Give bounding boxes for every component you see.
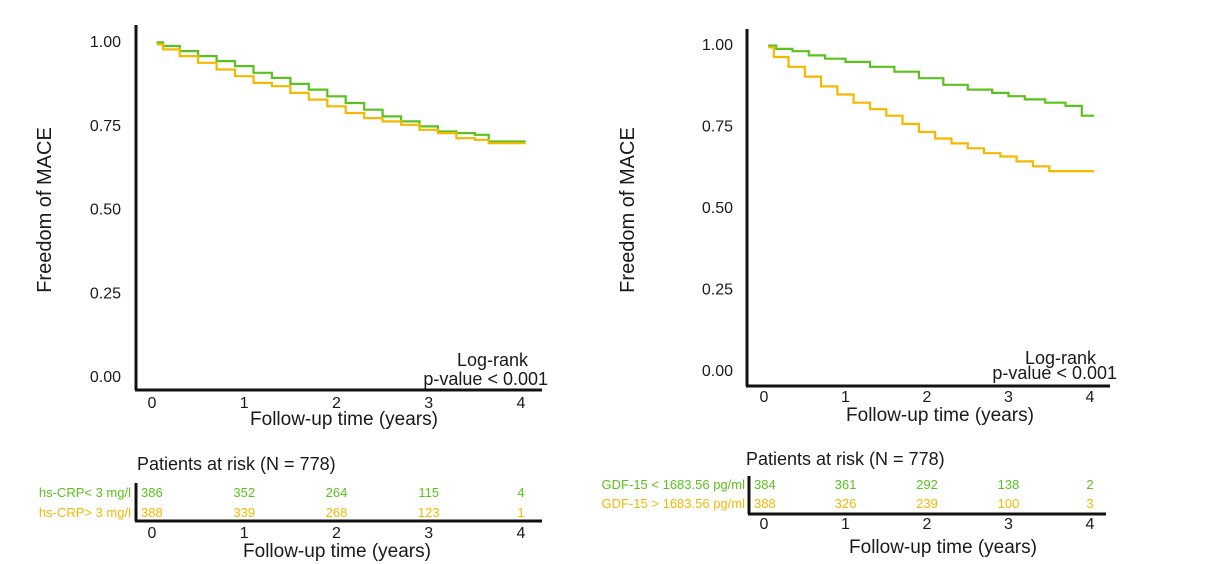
risk-x-tick-label: 3 — [424, 525, 433, 542]
logrank-label: Log-rank — [457, 350, 529, 370]
risk-table-title: Patients at risk (N = 778) — [137, 454, 336, 474]
risk-count: 292 — [916, 477, 938, 492]
x-axis-label: Follow-up time (years) — [250, 409, 438, 430]
risk-group-label: hs-CRP> 3 mg/l — [39, 505, 131, 520]
risk-count: 2 — [1086, 477, 1093, 492]
y-tick-label: 1.00 — [90, 34, 121, 51]
risk-count: 239 — [916, 496, 938, 511]
x-tick-label: 1 — [240, 395, 249, 412]
y-axis-label: Freedom of MACE — [34, 127, 56, 293]
risk-x-tick-label: 0 — [760, 516, 769, 533]
x-tick-label: 2 — [923, 389, 932, 406]
risk-x-tick-label: 4 — [1086, 516, 1095, 533]
risk-count: 123 — [418, 505, 440, 520]
risk-count: 1 — [517, 505, 524, 520]
risk-count: 386 — [141, 485, 163, 500]
risk-x-tick-label: 4 — [517, 525, 526, 542]
risk-table-title: Patients at risk (N = 778) — [746, 449, 945, 469]
y-axis-label: Freedom of MACE — [617, 127, 639, 293]
y-tick-label: 0.25 — [90, 285, 121, 302]
y-tick-label: 0.75 — [90, 118, 121, 135]
x-tick-label: 3 — [424, 395, 433, 412]
risk-count: 388 — [754, 496, 776, 511]
survival-curve-low — [156, 41, 526, 143]
risk-x-axis-label: Follow-up time (years) — [849, 537, 1037, 558]
y-tick-label: 0.25 — [702, 282, 733, 299]
risk-count: 138 — [998, 477, 1020, 492]
risk-group-label: GDF-15 < 1683.56 pg/ml — [602, 477, 746, 492]
y-tick-label: 0.50 — [702, 200, 733, 217]
risk-count: 3 — [1086, 496, 1093, 511]
risk-count: 384 — [754, 477, 776, 492]
risk-count: 268 — [326, 505, 348, 520]
risk-group-label: hs-CRP< 3 mg/l — [39, 485, 131, 500]
risk-count: 115 — [418, 485, 439, 500]
risk-count: 339 — [233, 505, 255, 520]
risk-count: 264 — [326, 485, 348, 500]
x-tick-label: 4 — [1086, 389, 1095, 406]
x-tick-label: 1 — [841, 389, 850, 406]
survival-curve-low — [768, 44, 1095, 117]
risk-count: 361 — [835, 477, 857, 492]
risk-count: 352 — [233, 485, 255, 500]
y-tick-label: 0.75 — [702, 119, 733, 136]
y-tick-label: 0.00 — [90, 369, 121, 386]
risk-x-tick-label: 1 — [240, 525, 249, 542]
risk-count: 100 — [998, 496, 1020, 511]
y-tick-label: 0.50 — [90, 202, 121, 219]
risk-x-axis-label: Follow-up time (years) — [243, 541, 431, 562]
x-tick-label: 3 — [1004, 389, 1013, 406]
survival-curve-high — [768, 46, 1095, 173]
x-axis-label: Follow-up time (years) — [846, 405, 1034, 426]
survival-curve-high — [156, 43, 526, 145]
x-tick-label: 0 — [148, 395, 157, 412]
y-tick-label: 0.00 — [702, 363, 733, 380]
logrank-label: Log-rank — [1025, 348, 1097, 368]
risk-count: 326 — [835, 496, 857, 511]
risk-count: 4 — [517, 485, 524, 500]
risk-x-tick-label: 2 — [923, 516, 932, 533]
x-tick-label: 0 — [760, 389, 769, 406]
p-value-label: p-value < 0.001 — [992, 363, 1117, 383]
x-tick-label: 4 — [517, 395, 526, 412]
x-tick-label: 2 — [332, 395, 341, 412]
risk-x-tick-label: 1 — [841, 516, 850, 533]
y-tick-label: 1.00 — [702, 37, 733, 54]
risk-x-tick-label: 3 — [1004, 516, 1013, 533]
p-value-label: p-value < 0.001 — [423, 369, 548, 389]
risk-group-label: GDF-15 > 1683.56 pg/ml — [602, 496, 746, 511]
risk-x-tick-label: 0 — [148, 525, 157, 542]
risk-count: 388 — [141, 505, 163, 520]
risk-x-tick-label: 2 — [332, 525, 341, 542]
